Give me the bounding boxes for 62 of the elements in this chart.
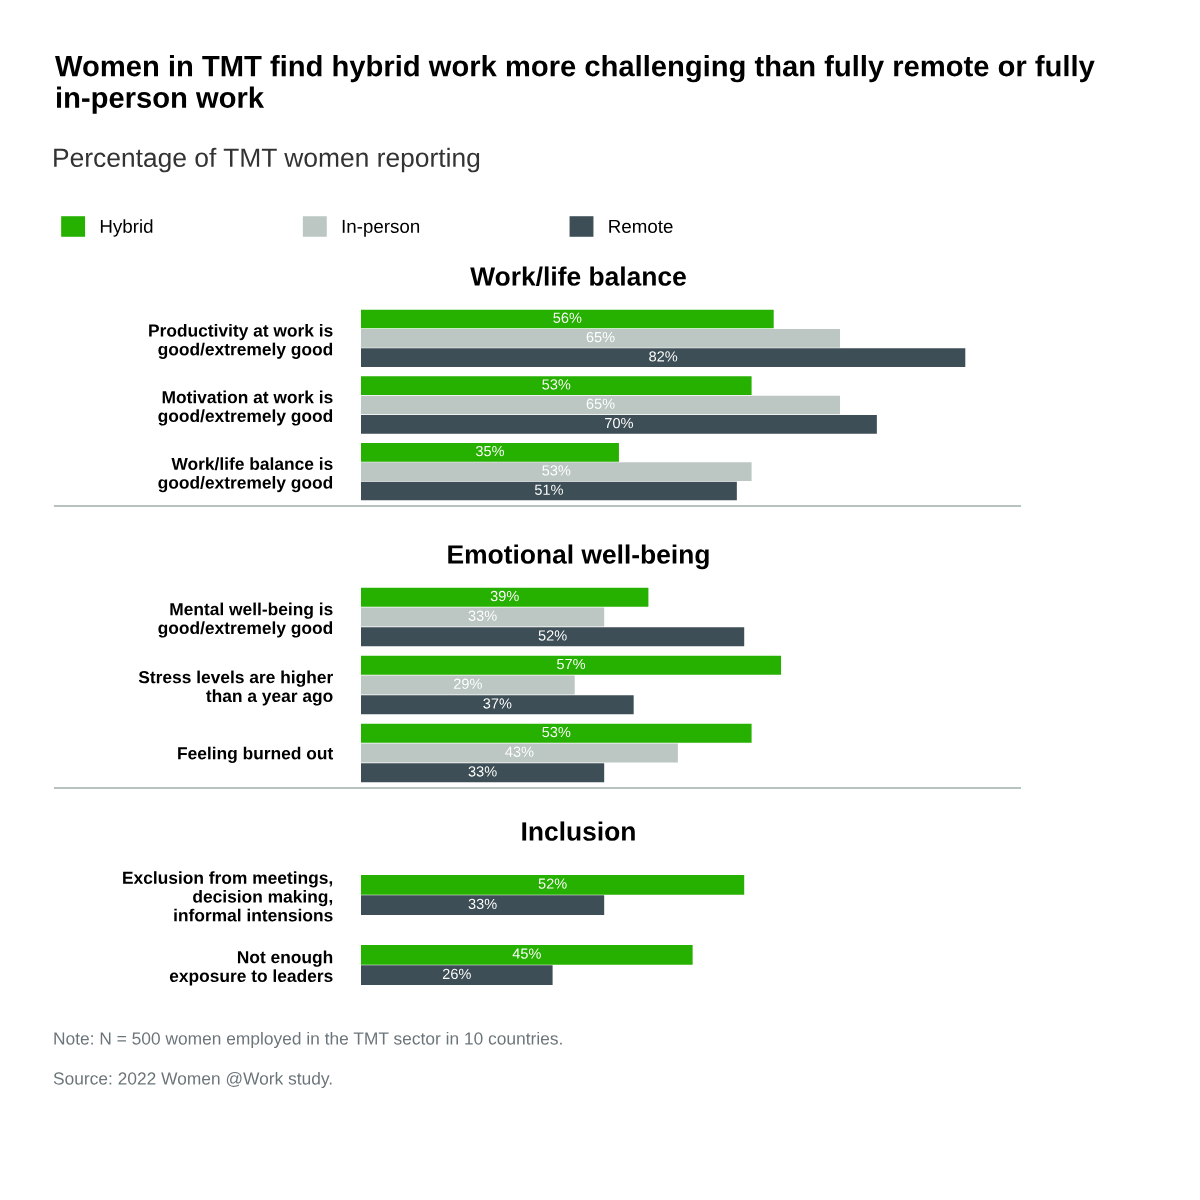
text: Percentage of TMT women reporting <box>54 147 480 173</box>
bar <box>361 965 553 985</box>
bar <box>361 945 693 965</box>
bar <box>361 309 774 329</box>
data-label: 53% <box>542 465 571 476</box>
data-label: 43% <box>505 746 534 757</box>
data-label: 33% <box>468 766 497 777</box>
text: Women in TMT find hybrid work more challenging than fully remote or fully in-person work <box>55 55 1095 114</box>
data-label: 33% <box>468 610 497 621</box>
legend-label: Remote <box>609 219 673 233</box>
bar <box>361 348 966 367</box>
y-tick-label: Work/life balance is good/extremely good <box>158 457 333 493</box>
data-label: 39% <box>490 590 519 602</box>
data-label: 37% <box>483 698 512 709</box>
bar <box>361 443 619 462</box>
bar <box>361 395 841 415</box>
bar <box>361 587 649 607</box>
data-label: 52% <box>538 630 567 641</box>
data-label: 82% <box>649 351 678 362</box>
text: Note: N = 500 women employed in the TMT sector in 10 countries. <box>54 1031 562 1049</box>
bar <box>361 655 782 675</box>
bar <box>361 743 678 763</box>
y-tick-label: Motivation at work is good/extremely good <box>158 390 333 426</box>
legend-label: In-person <box>342 219 420 237</box>
y-tick-label: Feeling burned out <box>178 746 334 763</box>
bar <box>361 675 575 695</box>
y-tick-label: Productivity at work is good/extremely good <box>149 323 333 359</box>
data-label: 70% <box>605 417 634 429</box>
data-label: 51% <box>534 484 563 495</box>
bar <box>361 627 745 647</box>
bar <box>361 695 634 715</box>
bar <box>361 723 752 743</box>
bar <box>361 875 745 895</box>
data-label: 45% <box>512 948 541 959</box>
data-label: 26% <box>442 968 471 980</box>
data-label: 57% <box>557 658 586 670</box>
bar <box>361 763 605 783</box>
data-label: 29% <box>454 678 482 689</box>
data-label: 35% <box>475 445 505 457</box>
data-label: 56% <box>553 312 582 323</box>
legend-label: Hybrid <box>100 219 153 237</box>
y-tick-label: Mental well-being is good/extremely good <box>158 602 333 638</box>
chart-title: Work/life balance <box>470 266 686 287</box>
y-tick-label: Stress levels are higher than a year ago <box>138 670 333 706</box>
bar <box>361 481 737 501</box>
source-note: Source: 2022 Women @Work study. <box>53 1071 332 1089</box>
chart-title: Inclusion <box>522 821 635 841</box>
data-label: 52% <box>538 878 567 889</box>
bar <box>361 415 877 434</box>
bar <box>361 329 841 348</box>
y-tick-label: Not enough exposure to leaders <box>169 950 333 986</box>
bar <box>361 607 605 627</box>
data-label: 53% <box>542 379 571 390</box>
bar <box>361 895 605 915</box>
data-label: 33% <box>468 898 497 910</box>
data-label: 65% <box>586 331 615 343</box>
bar <box>361 376 752 395</box>
data-label: 53% <box>542 726 571 738</box>
bar <box>361 462 752 481</box>
y-tick-label: Exclusion from meetings, decision making, informal intensions <box>123 871 333 922</box>
chart-title: Emotional well-being <box>448 544 709 570</box>
data-label: 65% <box>586 398 615 409</box>
